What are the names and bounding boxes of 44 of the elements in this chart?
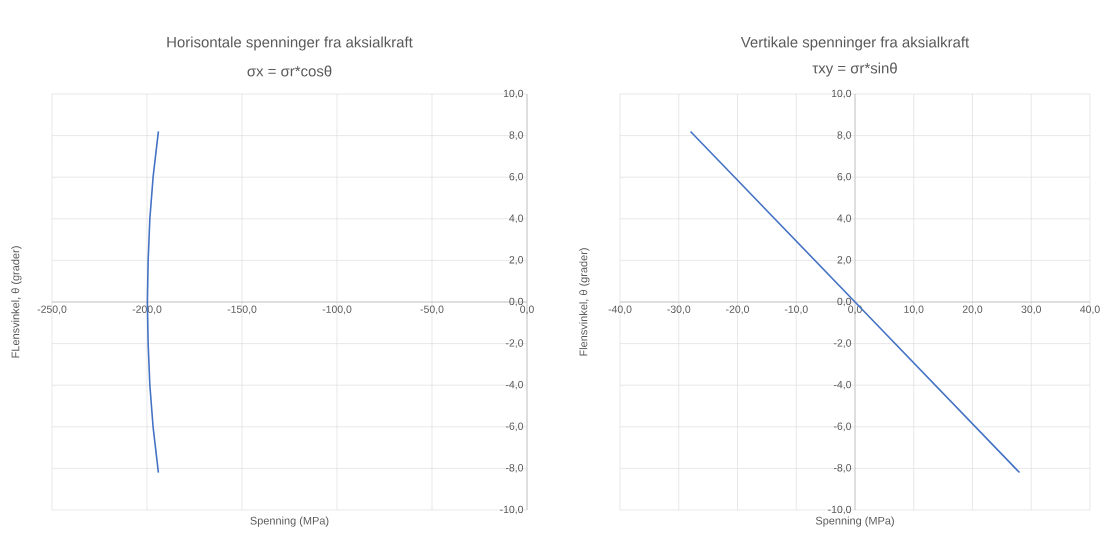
- chart-subtitle: τxy = σr*sinθ: [812, 62, 897, 77]
- x-tick-label: 30,0: [1021, 305, 1042, 315]
- x-tick-label: 0,0: [848, 305, 862, 315]
- y-tick-label: 6,0: [509, 172, 524, 182]
- chart-subtitle: σx = σr*cosθ: [247, 65, 332, 77]
- x-axis-title: Spenning (MPa): [250, 516, 329, 527]
- x-tick-label: -50,0: [420, 305, 444, 315]
- x-tick-label: -250,0: [37, 305, 67, 315]
- x-tick-label: 40,0: [1080, 305, 1100, 315]
- y-tick-label: -8,0: [833, 464, 852, 473]
- y-axis-title: FLensvinkel, θ (grader): [11, 246, 22, 358]
- chart-title: Horisontale spenninger fra aksialkraft: [167, 36, 413, 51]
- y-tick-label: 6,0: [837, 172, 852, 182]
- x-axis-title: Spenning (MPa): [815, 516, 894, 527]
- y-tick-label: -2,0: [833, 339, 852, 348]
- y-tick-label: 0,0: [509, 297, 524, 307]
- y-tick-label: 10,0: [503, 89, 524, 99]
- x-tick-label: -10,0: [784, 305, 808, 315]
- y-tick-label: 10,0: [831, 89, 852, 99]
- y-tick-label: 8,0: [509, 131, 524, 140]
- y-tick-label: -6,0: [833, 422, 852, 432]
- y-tick-label: 2,0: [837, 256, 852, 265]
- x-tick-label: -30,0: [667, 305, 691, 315]
- y-tick-label: 4,0: [509, 214, 524, 224]
- y-tick-label: -8,0: [505, 464, 524, 473]
- y-tick-label: -4,0: [833, 380, 852, 390]
- x-tick-label: 10,0: [904, 305, 924, 315]
- x-tick-label: -100,0: [322, 305, 352, 315]
- x-tick-label: -150,0: [227, 305, 257, 315]
- x-tick-label: -40,0: [608, 305, 632, 315]
- x-tick-label: -20,0: [726, 305, 750, 315]
- x-tick-label: 0,0: [520, 305, 534, 315]
- y-tick-label: -2,0: [505, 339, 524, 348]
- y-tick-label: 4,0: [837, 214, 852, 224]
- x-tick-label: 20,0: [962, 305, 983, 315]
- y-tick-label: -10,0: [828, 505, 852, 515]
- y-tick-label: 2,0: [509, 256, 524, 265]
- y-axis-title: Flensvinkel, θ (grader): [579, 248, 590, 356]
- y-tick-label: -10,0: [500, 505, 524, 515]
- y-tick-label: 8,0: [837, 131, 852, 140]
- chart-title: Vertikale spenninger fra aksialkraft: [740, 36, 970, 51]
- y-tick-label: -6,0: [505, 422, 524, 432]
- y-tick-label: 0,0: [837, 297, 852, 307]
- y-tick-label: -4,0: [505, 380, 524, 390]
